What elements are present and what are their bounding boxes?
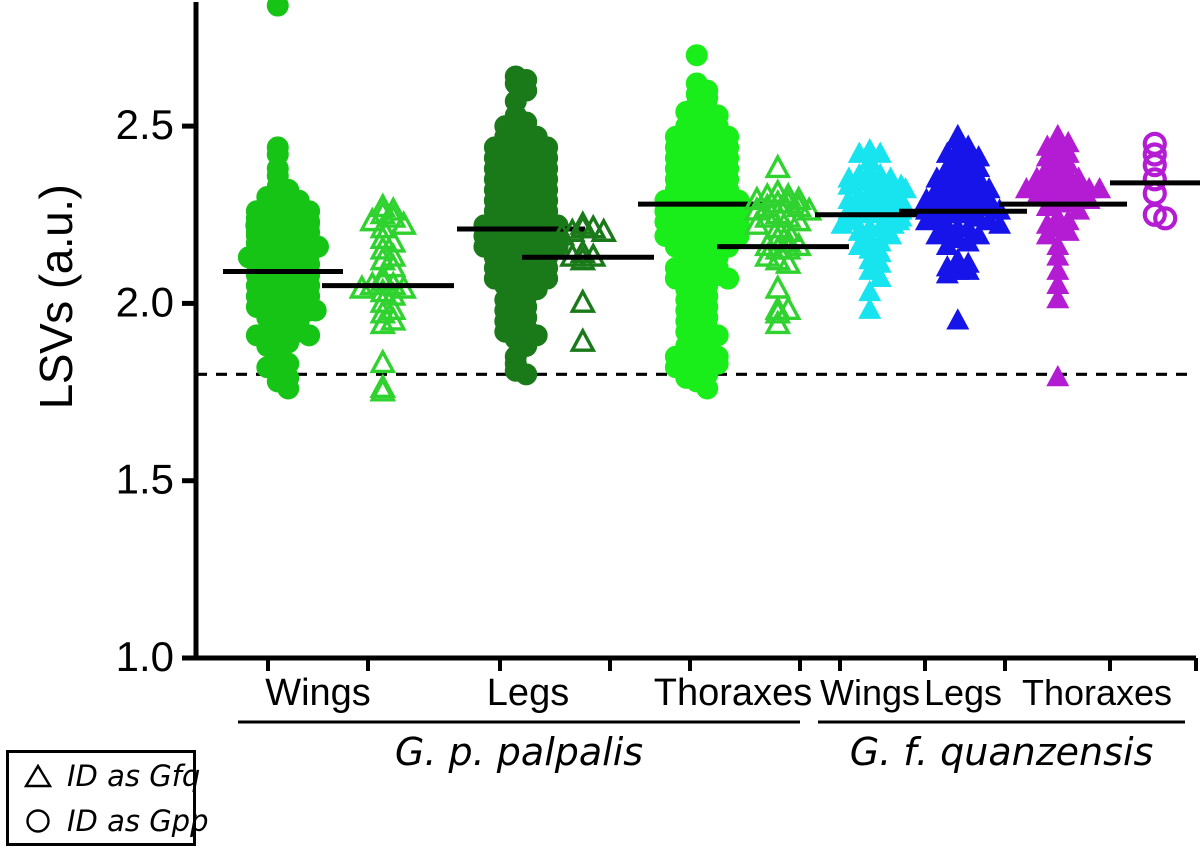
data-point — [266, 0, 289, 17]
data-point — [369, 234, 397, 260]
data-point — [1067, 198, 1091, 220]
data-point — [858, 297, 882, 319]
data-point — [1142, 142, 1167, 167]
series-2 — [457, 65, 585, 386]
data-point — [743, 210, 771, 235]
data-point — [764, 273, 792, 299]
legend-label-gpp: ID as Gpp — [67, 803, 209, 838]
data-point — [590, 217, 618, 242]
data-point — [369, 376, 397, 402]
data-point — [717, 267, 740, 290]
data-point — [379, 227, 407, 253]
data-point — [879, 223, 903, 245]
data-point — [774, 249, 802, 274]
data-point — [379, 203, 407, 228]
data-point — [1056, 219, 1080, 241]
data-point — [515, 363, 538, 386]
data-point — [696, 377, 719, 400]
data-point — [298, 324, 321, 347]
x-tick-label-4: Legs — [924, 672, 1002, 713]
data-point — [304, 299, 327, 322]
data-point — [956, 258, 980, 280]
data-point — [390, 210, 418, 235]
legend-row-gpp: ID as Gpp — [9, 798, 209, 843]
data-point — [743, 185, 771, 211]
data-point — [569, 288, 597, 313]
data-point — [1142, 181, 1167, 206]
y-tick-label: 1.0 — [116, 633, 174, 680]
x-tick-label-0: Wings — [265, 672, 371, 714]
data-point — [1046, 364, 1070, 387]
series-4 — [638, 44, 766, 400]
data-point — [548, 220, 576, 246]
data-point — [847, 141, 871, 163]
data-point — [914, 208, 938, 231]
data-point — [1014, 177, 1038, 199]
data-point — [868, 265, 892, 287]
data-point — [1142, 202, 1167, 227]
x-tick-label-5: Thoraxes — [1022, 672, 1172, 713]
data-point — [795, 195, 823, 221]
series-6 — [815, 138, 935, 319]
data-point — [764, 153, 792, 179]
data-point — [379, 281, 407, 306]
data-point — [946, 308, 970, 330]
data-point — [830, 212, 854, 234]
series-7 — [899, 123, 1027, 330]
legend-row-gfq: ID as Gfq — [9, 753, 200, 798]
data-point — [277, 377, 300, 400]
data-point — [868, 141, 892, 163]
data-point — [764, 298, 792, 324]
data-point — [935, 233, 959, 256]
data-point — [743, 195, 771, 221]
series-9 — [1110, 131, 1200, 231]
circle-open-icon — [21, 808, 55, 834]
data-point — [1046, 286, 1070, 309]
data-point — [1035, 223, 1059, 245]
data-point — [956, 230, 980, 252]
group-label-0: G. p. palpalis — [395, 730, 643, 774]
x-tick-label-1: Legs — [487, 672, 569, 714]
y-tick-label: 2.0 — [116, 278, 174, 325]
series-0 — [223, 0, 343, 400]
series-8 — [999, 123, 1127, 387]
group-label-1: G. f. quanzensis — [850, 730, 1154, 774]
data-point — [569, 327, 597, 352]
data-point — [1142, 153, 1167, 178]
data-point — [858, 258, 882, 280]
data-point — [358, 206, 386, 232]
legend-label-gfq: ID as Gfq — [67, 758, 201, 793]
series-3 — [522, 210, 654, 352]
data-point — [785, 206, 813, 232]
x-tick-label-3: Wings — [820, 672, 920, 713]
data-point — [369, 348, 397, 374]
data-point — [764, 309, 792, 335]
data-point — [369, 298, 397, 324]
data-point — [369, 309, 397, 335]
y-tick-label: 1.5 — [116, 456, 174, 503]
triangle-open-icon — [21, 763, 55, 789]
data-point — [935, 262, 959, 284]
data-point — [1088, 177, 1112, 199]
y-tick-label: 2.5 — [116, 101, 174, 148]
x-tick-label-2: Thoraxes — [654, 672, 812, 714]
marker-legend: ID as Gfq ID as Gpp — [6, 750, 209, 846]
data-point — [988, 212, 1012, 234]
series-1 — [322, 192, 454, 402]
data-point — [685, 44, 708, 67]
data-point — [967, 223, 991, 245]
data-point — [1142, 167, 1167, 192]
data-point — [925, 223, 949, 245]
data-point — [753, 203, 781, 228]
data-point — [1153, 206, 1178, 231]
series-5 — [717, 153, 849, 335]
